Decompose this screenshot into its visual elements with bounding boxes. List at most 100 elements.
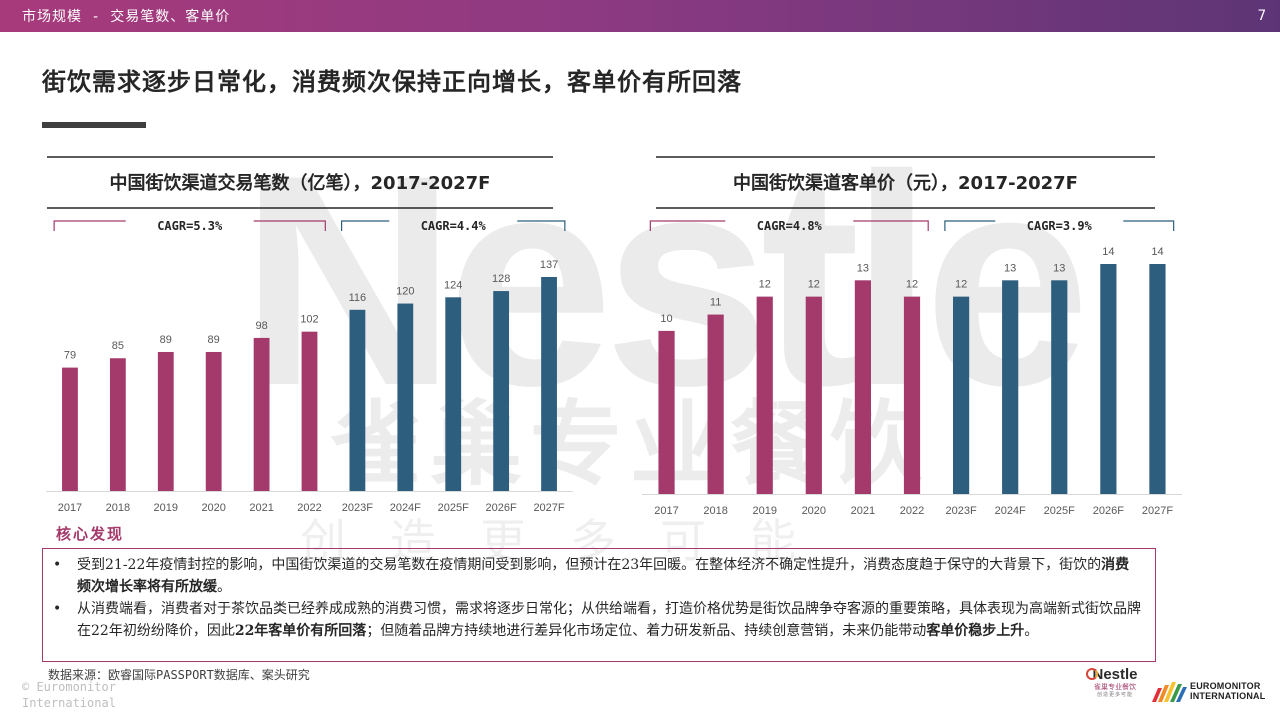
- chart-bar: [109, 358, 126, 491]
- findings-title: 核心发现: [56, 525, 125, 543]
- x-tick-label: 2027F: [1142, 505, 1173, 517]
- findings-list: • 受到21-22年疫情封控的影响，中国街饮渠道的交易笔数在疫情期间受到影响，但预…: [53, 554, 1143, 642]
- chart-bar: [301, 331, 318, 491]
- chart-bar: [541, 277, 557, 491]
- bar-value-label: 102: [300, 314, 318, 326]
- nestle-logo: Nestle 雀巢专业餐饮 创造更多可能: [1086, 667, 1144, 705]
- cagr-label: CAGR=4.8%: [757, 219, 823, 233]
- x-tick-label: 2024F: [390, 502, 421, 514]
- x-tick-label: 2026F: [1093, 505, 1124, 517]
- bar-value-label: 137: [540, 259, 558, 271]
- finding-emphasis: 客单价稳步上升: [926, 623, 1025, 639]
- title-underline: [42, 122, 146, 128]
- finding-text: 受到21-22年疫情封控的影响，中国街饮渠道的交易笔数在疫情期间受到影响，但预计…: [77, 557, 1102, 573]
- finding-text: 。: [1024, 623, 1039, 639]
- x-tick-label: 2023F: [945, 505, 976, 517]
- breadcrumb: 市场规模 - 交易笔数、客单价: [22, 9, 231, 25]
- source-note: 数据来源：欧睿国际PASSPORT数据库、案头研究: [48, 668, 310, 682]
- chart-bar: [903, 296, 921, 494]
- bar-value-label: 128: [492, 273, 510, 285]
- x-tick-label: 2018: [703, 505, 727, 517]
- nestle-logo-subtitle: 雀巢专业餐饮: [1094, 683, 1136, 691]
- x-tick-label: 2020: [802, 505, 826, 517]
- finding-text: 。: [217, 579, 231, 595]
- bar-value-label: 12: [759, 279, 771, 291]
- bar-value-label: 14: [1102, 246, 1114, 258]
- header-bar: 市场规模 - 交易笔数、客单价 7: [0, 0, 1280, 32]
- x-tick-label: 2024F: [995, 505, 1026, 517]
- nestle-logo-ring-icon: [1086, 668, 1098, 680]
- finding-emphasis: 22年客单价有所回落: [234, 623, 367, 639]
- x-tick-label: 2019: [154, 502, 178, 514]
- bar-value-label: 124: [444, 279, 462, 291]
- finding-item: • 从消费端看，消费者对于茶饮品类已经养成成熟的消费习惯，需求将逐步日常化；从供给…: [53, 598, 1143, 642]
- chart-bar: [62, 367, 78, 491]
- x-tick-label: 2026F: [486, 502, 517, 514]
- chart-bar: [1051, 280, 1068, 494]
- chart-title: 中国街饮渠道客单价（元），2017-2027F: [733, 172, 1078, 194]
- copyright-line-1: © Euromonitor: [22, 680, 116, 694]
- finding-emphasis: 消费频次增长率将有所放缓: [77, 557, 1130, 595]
- chart-bar: [493, 291, 510, 491]
- x-tick-label: 2023F: [342, 502, 373, 514]
- cagr-label: CAGR=5.3%: [157, 219, 223, 233]
- bar-value-label: 89: [208, 334, 220, 346]
- page-title: 街饮需求逐步日常化，消费频次保持正向增长，客单价有所回落: [42, 67, 742, 96]
- chart-bar: [349, 309, 366, 491]
- bar-value-label: 13: [1053, 262, 1065, 274]
- euromonitor-mark-icon: [1152, 682, 1187, 702]
- x-tick-label: 2021: [851, 505, 875, 517]
- euromonitor-line-2: INTERNATIONAL: [1190, 691, 1266, 701]
- chart-bar: [756, 296, 773, 494]
- nestle-logo-slogan: 创造更多可能: [1096, 692, 1133, 698]
- finding-text: 从消费端看，消费者对于茶饮品类已经养成成熟的消费习惯，需求将逐步日常化；从供给端…: [77, 601, 1141, 639]
- cagr-bracket: [53, 220, 326, 231]
- x-tick-label: 2022: [297, 502, 321, 514]
- x-tick-label: 2018: [106, 502, 130, 514]
- euromonitor-line-1: EUROMONITOR: [1190, 681, 1261, 691]
- bar-value-label: 12: [955, 279, 967, 291]
- x-tick-label: 2017: [654, 505, 678, 517]
- bar-value-label: 120: [396, 286, 414, 298]
- bullet-icon: •: [53, 557, 62, 573]
- chart-bar: [707, 314, 724, 494]
- copyright-note: © Euromonitor International: [22, 679, 116, 711]
- bar-value-label: 98: [255, 320, 267, 332]
- bar-value-label: 14: [1151, 246, 1163, 258]
- chart-bar: [1149, 264, 1166, 494]
- chart-bar: [854, 280, 872, 494]
- x-tick-label: 2025F: [1044, 505, 1075, 517]
- chart-bar: [445, 297, 462, 491]
- cagr-label: CAGR=4.4%: [421, 219, 487, 233]
- page-number: 7: [1257, 8, 1266, 24]
- cagr-bracket: [944, 220, 1175, 231]
- bar-value-label: 85: [112, 340, 124, 352]
- bullet-icon: •: [53, 601, 62, 617]
- x-tick-label: 2025F: [438, 502, 469, 514]
- x-tick-label: 2017: [58, 502, 82, 514]
- chart-bar: [397, 303, 414, 491]
- x-tick-label: 2021: [249, 502, 273, 514]
- bar-value-label: 12: [808, 279, 820, 291]
- finding-item: • 受到21-22年疫情封控的影响，中国街饮渠道的交易笔数在疫情期间受到影响，但预…: [53, 554, 1143, 598]
- bar-value-label: 12: [906, 279, 918, 291]
- chart-bar: [658, 330, 675, 494]
- bar-value-label: 79: [64, 350, 76, 362]
- bar-value-label: 10: [660, 313, 672, 325]
- chart-bar: [952, 296, 970, 494]
- chart-bar: [157, 351, 174, 491]
- chart-bar: [805, 296, 822, 494]
- findings-box: • 受到21-22年疫情封控的影响，中国街饮渠道的交易笔数在疫情期间受到影响，但预…: [42, 548, 1156, 662]
- cagr-bracket: [649, 220, 929, 231]
- bar-value-label: 89: [160, 334, 172, 346]
- copyright-line-2: International: [22, 696, 116, 710]
- nestle-logo-word: Nestle: [1092, 666, 1138, 683]
- bar-value-label: 11: [710, 297, 721, 309]
- chart-title: 中国街饮渠道交易笔数（亿笔），2017-2027F: [110, 172, 491, 194]
- bar-value-label: 13: [1004, 262, 1016, 274]
- chart-bar: [1002, 280, 1019, 494]
- cagr-label: CAGR=3.9%: [1027, 219, 1093, 233]
- chart-bar: [253, 337, 270, 491]
- x-tick-label: 2027F: [533, 502, 564, 514]
